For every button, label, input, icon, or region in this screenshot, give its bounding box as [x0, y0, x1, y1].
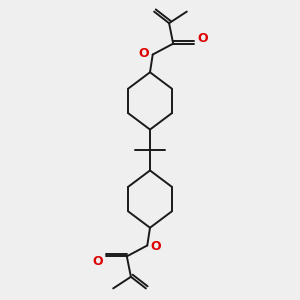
Text: O: O: [92, 255, 103, 268]
Text: O: O: [139, 47, 149, 60]
Text: O: O: [151, 240, 161, 253]
Text: O: O: [197, 32, 208, 45]
